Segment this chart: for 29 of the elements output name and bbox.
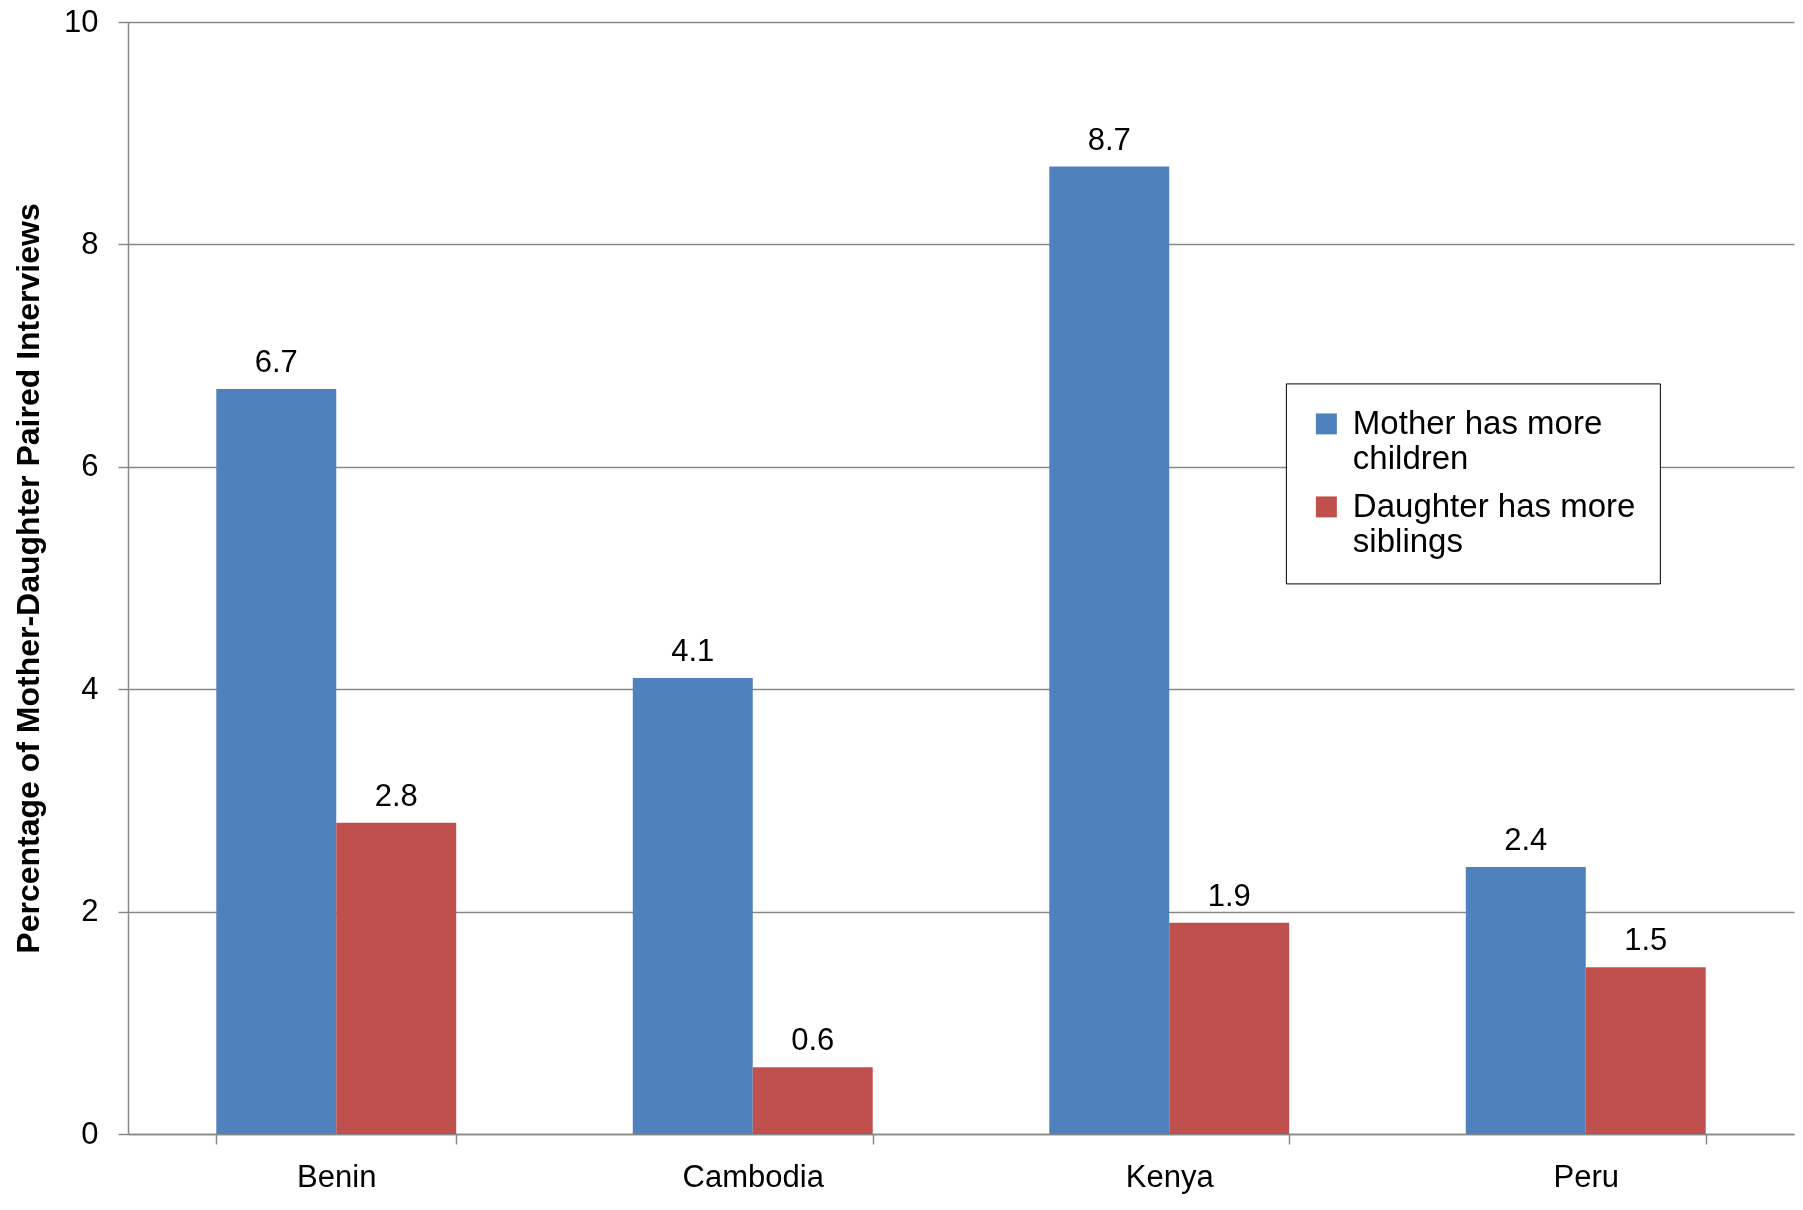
bar [752,1067,873,1134]
y-axis-title: Percentage of Mother-Daughter Paired Interviews [10,203,47,954]
x-tick-label: Kenya [1125,1158,1215,1194]
bar [1585,967,1706,1134]
bar [336,822,457,1134]
x-tick-label: Peru [1553,1158,1619,1194]
y-tick-label: 6 [81,448,99,484]
bar [216,388,337,1134]
y-tick-label: 0 [81,1115,99,1151]
bar [1465,867,1586,1134]
data-label: 1.5 [1624,922,1668,958]
data-label: 4.1 [671,633,715,669]
data-label: 0.6 [791,1022,835,1058]
bar [1169,922,1290,1134]
y-tick-label: 2 [81,893,99,929]
legend-label: Mother has more children [1352,403,1603,476]
y-tick-label: 4 [81,670,99,706]
y-tick-label: 8 [81,225,99,261]
x-tick-label: Benin [297,1158,377,1194]
legend-label: Daughter has more siblings [1352,486,1636,559]
x-tick-label: Cambodia [682,1158,825,1194]
bar [1049,166,1170,1134]
data-label: 8.7 [1087,121,1131,157]
data-label: 2.4 [1504,822,1548,858]
data-label: 1.9 [1207,877,1251,913]
y-tick-label: 10 [64,3,99,39]
data-label: 2.8 [374,777,418,813]
bar [632,678,753,1134]
data-label: 6.7 [254,343,298,379]
